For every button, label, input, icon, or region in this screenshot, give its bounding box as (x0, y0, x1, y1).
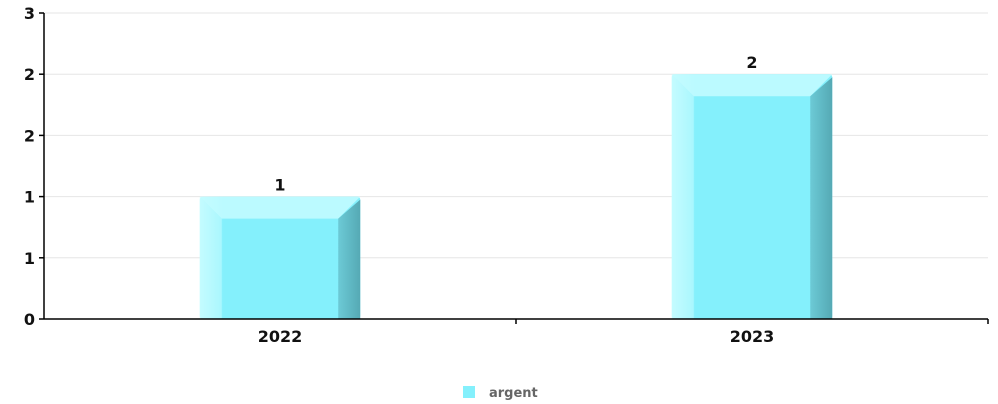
y-tick-label: 1 (24, 249, 35, 268)
gridlines (44, 12, 988, 259)
legend-label-argent: argent (489, 386, 538, 401)
labels: 0 1 1 2 2 3 1 2022 2 2023 (24, 4, 774, 346)
bar-2023 (671, 74, 833, 319)
bar-top-bevel (199, 196, 361, 219)
bar-left-bevel (199, 196, 222, 319)
bar-top-bevel (671, 74, 833, 97)
data-label: 1 (274, 176, 285, 195)
data-label: 2 (746, 53, 757, 72)
bars (199, 74, 833, 319)
y-tick-label: 0 (24, 310, 35, 329)
bar-right-bevel (810, 77, 833, 319)
bar-2022 (199, 196, 361, 319)
bar-face (671, 74, 833, 319)
legend: argent (463, 386, 538, 401)
bar-left-bevel (671, 74, 694, 319)
x-tick-label: 2023 (730, 327, 775, 346)
y-tick-label: 2 (24, 65, 35, 84)
legend-swatch-argent (463, 386, 475, 398)
bar-right-bevel (338, 199, 361, 319)
y-tick-label: 3 (24, 4, 35, 23)
x-tick-label: 2022 (258, 327, 303, 346)
bar-face (199, 196, 361, 319)
y-tick-label: 2 (24, 126, 35, 145)
y-tick-label: 1 (24, 188, 35, 207)
axes (39, 12, 989, 324)
